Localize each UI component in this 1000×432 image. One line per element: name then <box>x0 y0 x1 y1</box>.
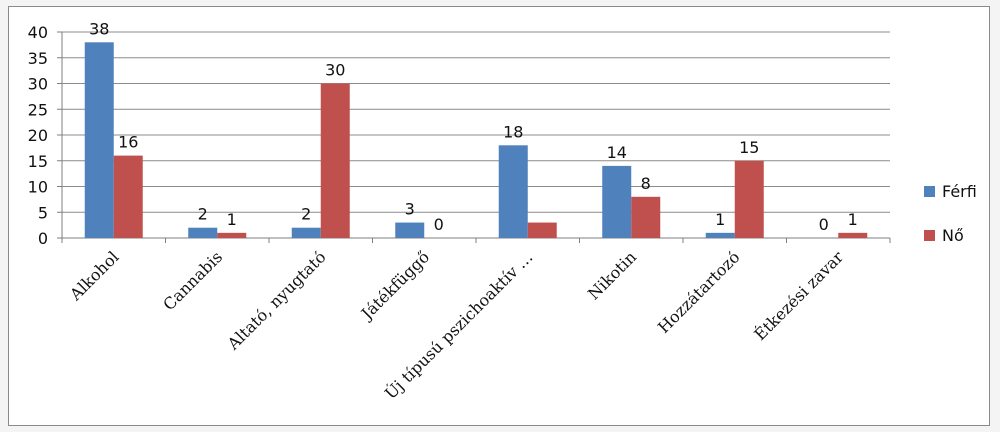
bar-férfi-3 <box>395 223 424 238</box>
x-tick-label: Alkohol <box>65 247 122 304</box>
legend: Férfi Nő <box>924 182 977 245</box>
y-tick-label: 5 <box>38 203 48 222</box>
y-tick-label: 0 <box>38 229 48 248</box>
y-tick-label: 20 <box>28 126 48 145</box>
bar-nő-2 <box>321 84 350 239</box>
y-tick-label: 15 <box>28 152 48 171</box>
legend-label: Férfi <box>942 182 977 201</box>
x-tick-label: Játékfüggő <box>356 247 433 324</box>
data-label: 18 <box>503 122 523 141</box>
data-label: 1 <box>715 210 725 229</box>
legend-label: Nő <box>942 226 964 245</box>
data-label: 2 <box>198 205 208 224</box>
data-label: 30 <box>325 61 345 80</box>
data-label: 0 <box>819 215 829 234</box>
x-tick-label: Nikotin <box>584 247 640 303</box>
bar-férfi-2 <box>292 228 321 238</box>
bar-nő-0 <box>114 156 143 238</box>
data-label: 0 <box>434 215 444 234</box>
x-tick-label: Étkezési zavar <box>750 246 848 344</box>
y-tick-label: 30 <box>28 75 48 94</box>
y-tick-label: 40 <box>28 23 48 42</box>
x-tick-label: Cannabis <box>159 247 226 314</box>
data-label: 8 <box>641 174 651 193</box>
y-tick-label: 35 <box>28 49 48 68</box>
x-tick-label: Altató, nyugtató <box>223 247 330 354</box>
data-label: 38 <box>89 19 109 38</box>
y-axis-ticks: 0 5 10 15 20 25 30 35 40 <box>28 23 48 248</box>
gridlines <box>57 32 890 243</box>
y-tick-label: 25 <box>28 100 48 119</box>
legend-swatch-nő <box>924 230 935 241</box>
legend-swatch-férfi <box>924 186 935 197</box>
bar-férfi-0 <box>85 42 114 238</box>
bar-nő-1 <box>217 233 246 238</box>
bar-férfi-1 <box>188 228 217 238</box>
data-label: 14 <box>607 143 627 162</box>
x-tick-label: Hozzátartozó <box>654 247 744 337</box>
bar-nő-5 <box>631 197 660 238</box>
data-label: 16 <box>118 133 138 152</box>
data-label: 1 <box>848 210 858 229</box>
bar-nő-4 <box>528 223 557 238</box>
bar-férfi-5 <box>602 166 631 238</box>
data-label: 1 <box>227 210 237 229</box>
data-label: 15 <box>739 138 759 157</box>
bar-nő-7 <box>838 233 867 238</box>
bar-nő-6 <box>735 161 764 238</box>
data-label: 3 <box>405 200 415 219</box>
data-label: 2 <box>301 205 311 224</box>
bar-férfi-4 <box>499 145 528 238</box>
y-tick-label: 10 <box>28 178 48 197</box>
bar-férfi-6 <box>706 233 735 238</box>
